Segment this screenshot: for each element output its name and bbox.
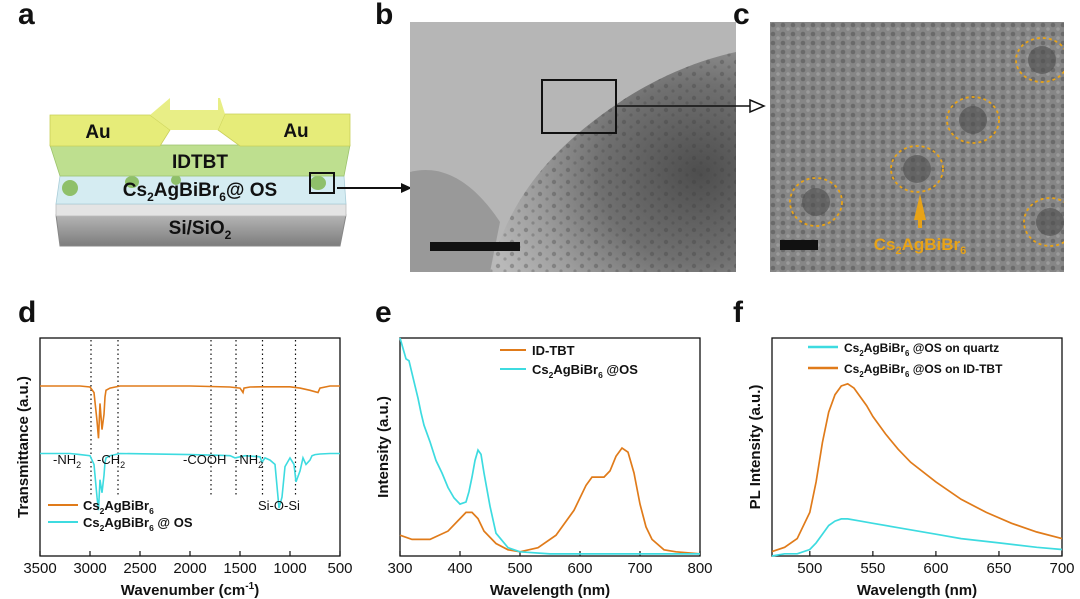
x-tick-label: 500 — [797, 560, 822, 577]
y-axis-label: PL Intensity (a.u.) — [747, 385, 764, 510]
x-tick-label: 400 — [447, 560, 472, 577]
nanocrystal-circle — [946, 96, 1000, 144]
x-tick-label: 500 — [507, 560, 532, 577]
perovskite-particle — [171, 175, 181, 185]
series-line — [399, 337, 700, 555]
arrow-b-to-c — [736, 98, 766, 114]
plot-frame — [771, 337, 1063, 557]
legend-label: Cs2AgBiBr6 @ OS — [83, 515, 193, 533]
legend-label: Cs2AgBiBr6 — [83, 498, 154, 516]
x-tick-label: 700 — [1049, 560, 1074, 577]
panel-label-c: c — [733, 0, 750, 31]
peak-annotation: -CH2 — [97, 452, 125, 470]
chart-ftir: 3500 3000 2500 2000 1500 1000 500 Transmittance… — [15, 337, 353, 599]
x-tick-label: 1000 — [273, 560, 306, 577]
panel-label-b: b — [375, 0, 394, 31]
tem-image-b — [410, 22, 736, 272]
scale-bar-c — [780, 240, 818, 250]
nanocrystal-circle — [1015, 37, 1064, 83]
peak-annotation: Si-O-Si — [258, 498, 300, 513]
plot-frame — [399, 337, 701, 557]
au-label-left: Au — [85, 122, 110, 143]
x-tick-label: 550 — [860, 560, 885, 577]
au-label-right: Au — [283, 121, 308, 142]
perovskite-particle — [125, 176, 139, 188]
legend-label: Cs2AgBiBr6 @OS — [532, 362, 638, 380]
x-tick-label: 2000 — [173, 560, 206, 577]
panel-label-e: e — [375, 296, 392, 329]
au-electrode-right — [217, 113, 351, 147]
x-tick-label: 300 — [387, 560, 412, 577]
panel-label-a: a — [18, 0, 35, 31]
perovskite-label: Cs2AgBiBr6@ OS — [123, 180, 277, 204]
panel-label-d: d — [18, 296, 37, 329]
x-tick-label: 650 — [986, 560, 1011, 577]
x-axis-label: Wavelength (nm) — [490, 582, 610, 599]
x-tick-label: 3500 — [23, 560, 56, 577]
legend-label: ID-TBT — [532, 343, 575, 358]
x-tick-label: 600 — [567, 560, 592, 577]
zoom-box — [309, 172, 335, 194]
perovskite-particle — [62, 180, 78, 196]
tem-image-c: Cs2AgBiBr6 — [770, 22, 1064, 272]
au-electrode-left — [49, 114, 171, 147]
x-tick-label: 500 — [327, 560, 352, 577]
legend-label: Cs2AgBiBr6 @OS on ID-TBT — [844, 362, 1003, 379]
nanocrystal-circle — [890, 145, 944, 193]
substrate-label: Si/SiO2 — [169, 218, 232, 242]
x-tick-label: 3000 — [73, 560, 106, 577]
nanocrystal-label: Cs2AgBiBr6 — [874, 235, 967, 257]
scale-bar-b — [430, 242, 520, 251]
x-axis-label: Wavelength (nm) — [857, 582, 977, 599]
x-tick-label: 600 — [923, 560, 948, 577]
x-tick-label: 1500 — [223, 560, 256, 577]
peak-annotation: -NH2 — [235, 452, 263, 470]
series-line — [40, 452, 340, 511]
nanocrystal-circle — [1023, 197, 1064, 247]
y-axis-label: Transmittance (a.u.) — [15, 376, 32, 518]
chart-absorbance: 300 400 500 600 700 800 Intensity (a.u.) ID-TBT… — [375, 337, 713, 599]
x-tick-label: 700 — [627, 560, 652, 577]
idtbt-label: IDTBT — [172, 152, 228, 173]
nanocrystal-circle — [789, 177, 843, 227]
peak-annotation: -NH2 — [53, 452, 81, 470]
device-schematic: Au Au IDTBT Cs2AgBiBr6@ OS Si/SiO2 — [49, 98, 351, 247]
series-line — [399, 446, 701, 555]
x-tick-label: 800 — [687, 560, 712, 577]
peak-annotation: -COOH — [183, 452, 226, 467]
panel-label-f: f — [733, 296, 743, 329]
perovskite-particle — [310, 176, 326, 190]
nanocrystal-arrow — [914, 194, 926, 220]
series-line — [771, 382, 1063, 553]
series-line — [771, 518, 1063, 557]
legend-label: Cs2AgBiBr6 @OS on quartz — [844, 341, 999, 358]
chart-pl: 500 550 600 650 700 PL Intensity (a.u.) Cs2AgB… — [747, 337, 1075, 599]
x-axis-label: Wavenumber (cm-1) — [121, 581, 259, 599]
arrow-a-to-b — [337, 183, 412, 193]
y-axis-label: Intensity (a.u.) — [375, 396, 392, 498]
series-line — [40, 385, 340, 439]
x-tick-label: 2500 — [123, 560, 156, 577]
